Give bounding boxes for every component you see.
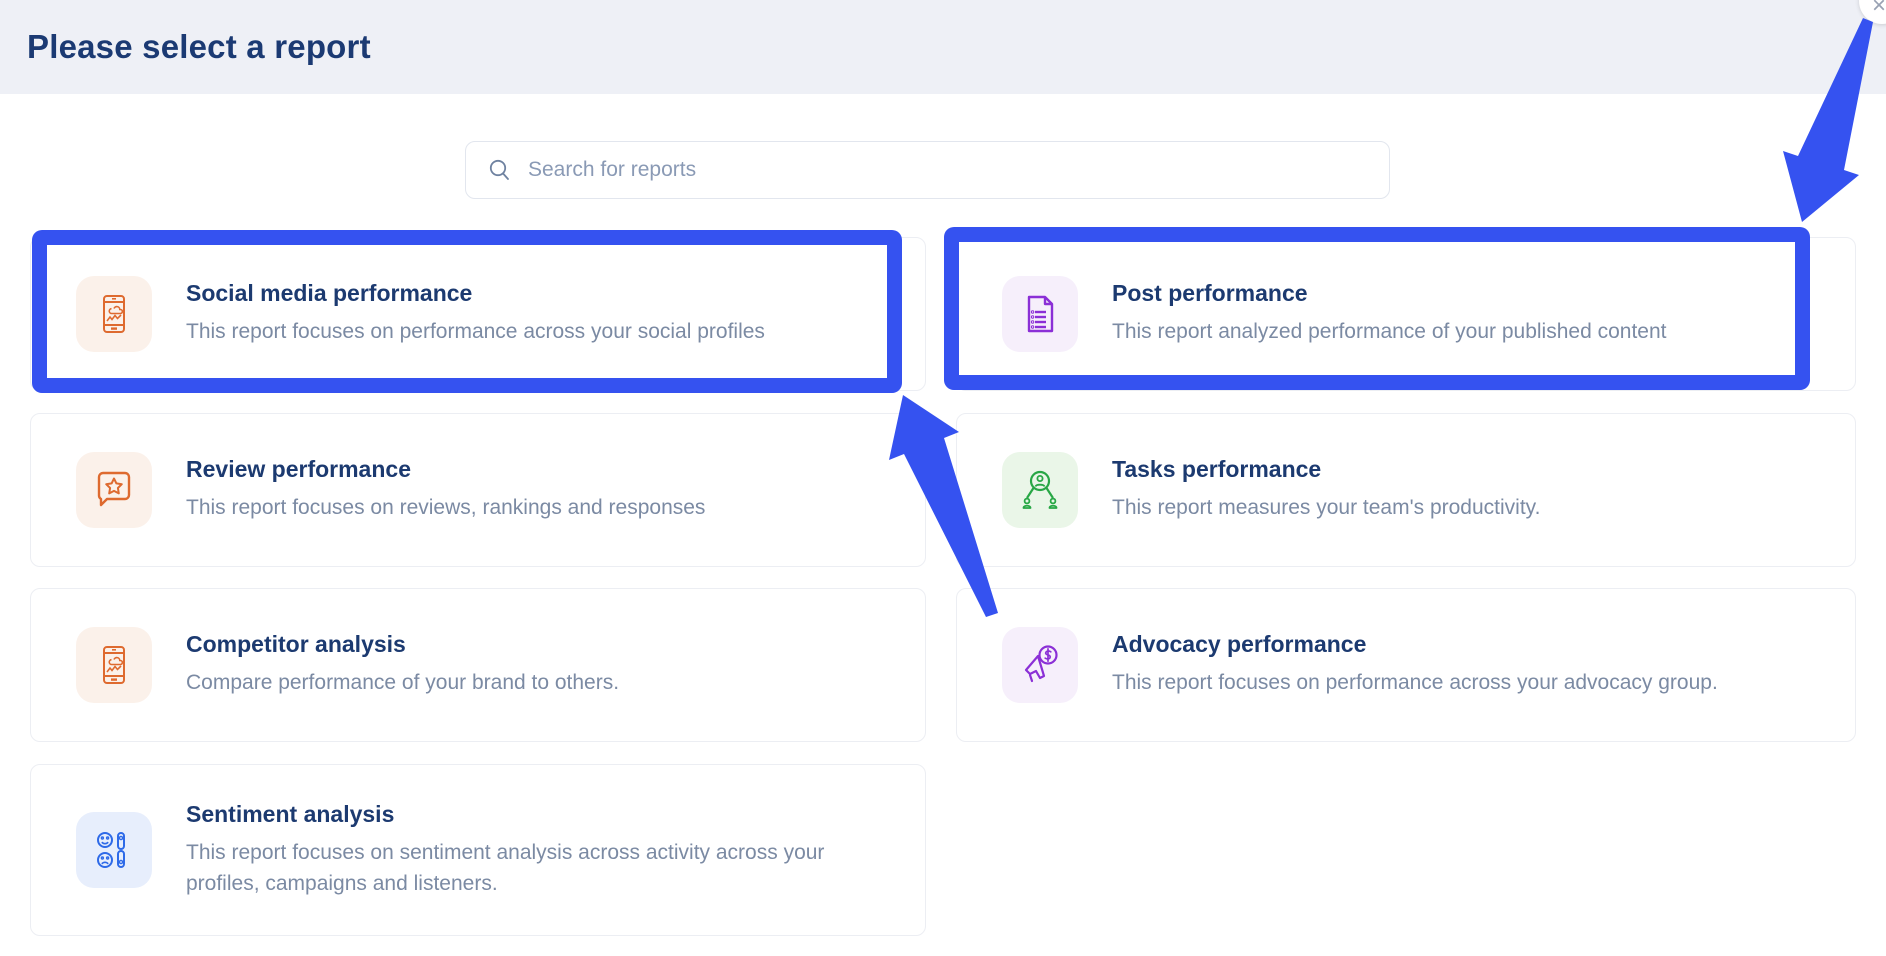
report-card-sentiment-analysis[interactable]: Sentiment analysis This report focuses o… (30, 764, 926, 936)
report-card-review-performance[interactable]: Review performance This report focuses o… (30, 413, 926, 567)
report-title: Social media performance (186, 280, 473, 307)
report-card-competitor-analysis[interactable]: Competitor analysis Compare performance … (30, 588, 926, 742)
report-description: This report measures your team's product… (1112, 496, 1541, 520)
megaphone-dollar-icon (1002, 627, 1078, 703)
page-title: Please select a report (27, 28, 371, 65)
team-org-icon (1002, 452, 1078, 528)
phone-chart-icon (76, 627, 152, 703)
close-icon[interactable]: × (1871, 0, 1886, 19)
report-description: This report focuses on reviews, rankings… (186, 496, 706, 520)
search-icon (488, 158, 512, 182)
report-card-social-media-performance[interactable]: Social media performance This report foc… (30, 237, 926, 391)
report-title: Post performance (1112, 280, 1308, 307)
search-input[interactable] (528, 158, 1367, 182)
report-card-tasks-performance[interactable]: Tasks performance This report measures y… (956, 413, 1856, 567)
report-description: This report focuses on sentiment analysi… (186, 840, 825, 896)
document-icon (1002, 276, 1078, 352)
report-description: Compare performance of your brand to oth… (186, 671, 620, 695)
report-title: Review performance (186, 456, 411, 483)
report-card-advocacy-performance[interactable]: Advocacy performance This report focuses… (956, 588, 1856, 742)
review-bubble-star-icon (76, 452, 152, 528)
report-title: Competitor analysis (186, 631, 406, 658)
report-description: This report analyzed performance of your… (1112, 320, 1667, 344)
phone-chart-icon (76, 276, 152, 352)
dialog-header: Please select a report (0, 0, 1886, 94)
report-description: This report focuses on performance acros… (186, 320, 765, 344)
report-title: Sentiment analysis (186, 800, 395, 827)
report-description: This report focuses on performance acros… (1112, 671, 1718, 695)
report-title: Tasks performance (1112, 456, 1322, 483)
report-title: Advocacy performance (1112, 631, 1367, 658)
search-box[interactable] (465, 141, 1390, 199)
report-card-post-performance[interactable]: Post performance This report analyzed pe… (956, 237, 1856, 391)
sentiment-faces-icon (76, 812, 152, 888)
